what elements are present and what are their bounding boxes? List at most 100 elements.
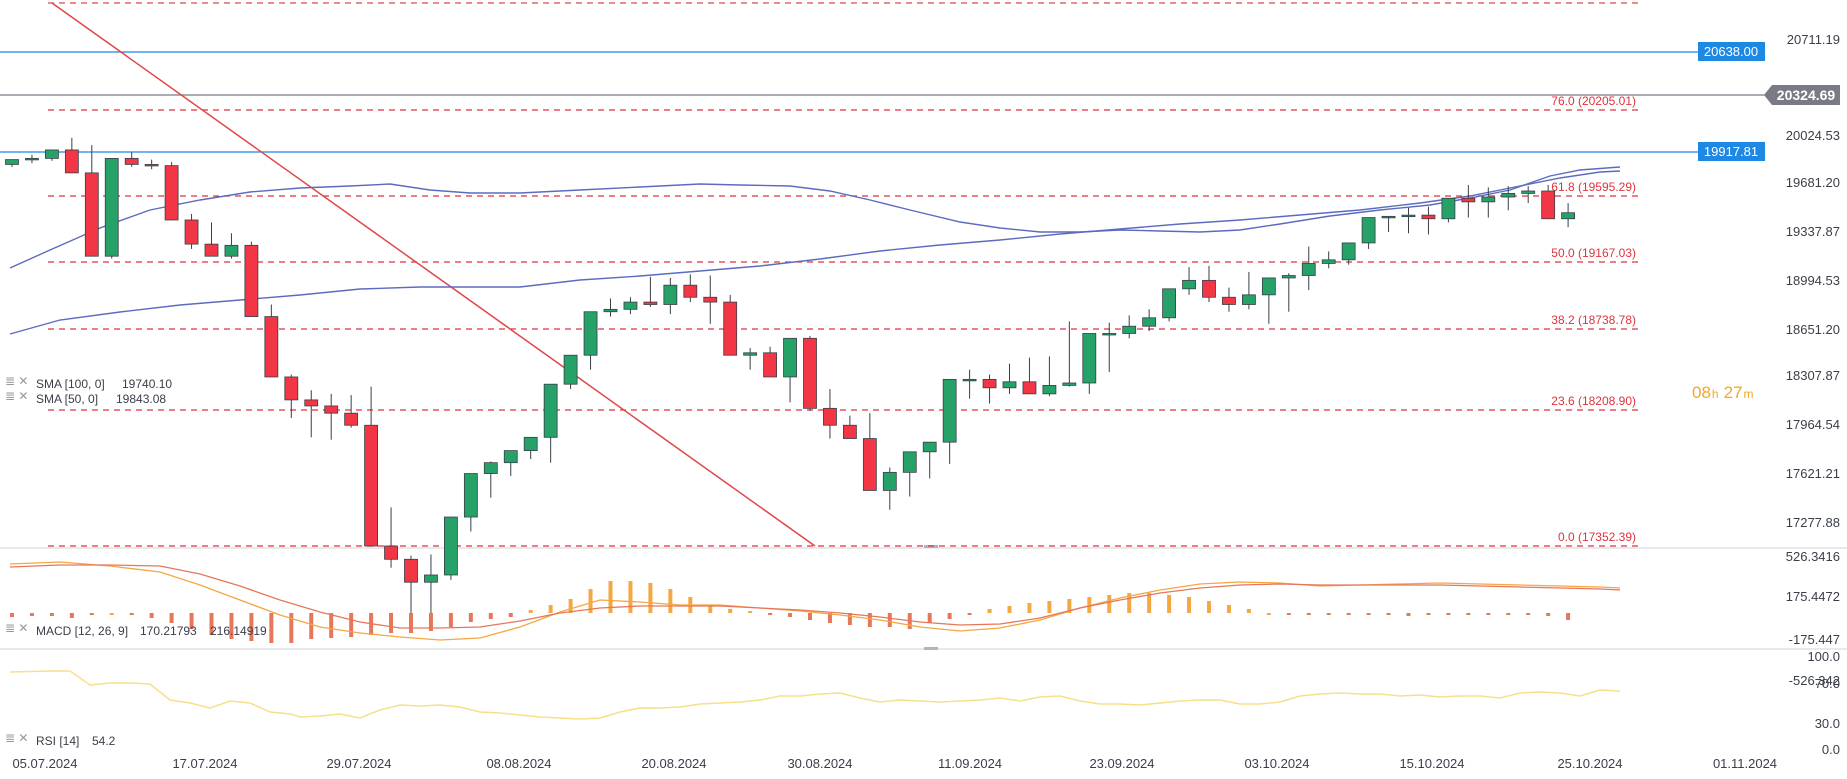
macd-legend-icon[interactable]: ≣ ✕ [5,621,28,635]
candle[interactable] [164,162,179,221]
candle[interactable] [1441,197,1456,223]
candle[interactable] [25,154,39,164]
candle[interactable] [563,354,578,390]
candle[interactable] [344,395,359,428]
sma100-legend[interactable]: ≣ ✕ SMA [100, 0] 19740.10 [5,374,172,391]
candle[interactable] [264,304,279,378]
candle[interactable] [1321,251,1336,269]
candle[interactable] [1281,273,1296,312]
candle[interactable] [1461,184,1476,218]
macd-legend[interactable]: ≣ ✕ MACD [12, 26, 9] 170.21793 216.14919 [5,621,267,638]
candle[interactable] [1182,267,1196,295]
macd-panel[interactable]: 526.3416 175.4472 -175.447 -526.342 [9,549,1840,688]
candle[interactable] [463,473,478,532]
fibonacci-retracement[interactable]: 76.0 (20205.01) 61.8 (19595.29) 50.0 (1916… [48,94,1642,547]
candle[interactable] [364,386,379,547]
candle[interactable] [1002,363,1017,394]
macd-histogram-bar [1127,593,1132,613]
candle[interactable] [663,277,678,315]
candle[interactable] [902,451,917,497]
candle[interactable] [184,213,199,249]
rsi-legend[interactable]: ≣ ✕ RSI [14] 54.2 [5,731,116,748]
price-level-20638[interactable]: 20638.00 [0,42,1765,61]
candle[interactable] [5,159,19,167]
candle[interactable] [1222,287,1236,312]
time-axis[interactable]: 05.07.2024 17.07.2024 29.07.2024 08.08.2024… [12,756,1777,771]
candle[interactable] [1082,333,1097,394]
candle[interactable] [803,335,817,411]
candle[interactable] [763,346,777,378]
candle[interactable] [1381,215,1396,233]
candle[interactable] [224,233,239,259]
candle[interactable] [204,222,219,257]
candle[interactable] [823,389,837,439]
candle[interactable] [284,374,299,419]
candle[interactable] [862,413,877,491]
candle[interactable] [324,393,339,440]
candle[interactable] [384,507,398,568]
candle[interactable] [1341,242,1356,265]
candle[interactable] [104,157,119,259]
candle[interactable] [623,297,638,315]
candle[interactable] [982,374,997,404]
candle[interactable] [144,159,159,170]
candle[interactable] [1162,288,1176,322]
candle[interactable] [1142,309,1157,332]
candle[interactable] [503,450,518,476]
candle[interactable] [1521,186,1536,204]
candlestick-series[interactable] [5,137,1575,629]
candle[interactable] [523,436,538,460]
candle[interactable] [962,369,977,399]
price-level-19917[interactable]: 19917.81 [0,142,1765,161]
candle[interactable] [1062,321,1077,387]
candle[interactable] [64,137,79,174]
rsi-legend-icon[interactable]: ≣ ✕ [5,731,28,745]
candle[interactable] [543,383,558,463]
candle[interactable] [304,390,319,438]
sma100-legend-icon[interactable]: ≣ ✕ [5,374,28,388]
candle[interactable] [1561,203,1575,228]
candle[interactable] [443,516,458,580]
current-price-badge[interactable]: 20324.69 [1764,85,1840,105]
candle[interactable] [1042,356,1057,397]
sma50-legend-icon[interactable]: ≣ ✕ [5,389,28,403]
candle[interactable] [45,149,59,161]
candle-body [124,157,139,165]
candle[interactable] [1102,322,1117,373]
candle[interactable] [882,467,897,510]
price-axis[interactable]: 20711.19 20024.53 19681.20 19337.87 18994.53… [1786,32,1840,530]
candle[interactable] [1242,271,1256,310]
rsi-panel[interactable]: 100.0 70.0 30.0 0.0 [9,649,1840,757]
candle[interactable] [743,347,758,370]
candle[interactable] [843,415,857,439]
candle[interactable] [783,337,797,403]
candle[interactable] [723,294,738,356]
candle[interactable] [683,274,698,303]
candle[interactable] [1541,184,1556,220]
candle[interactable] [404,555,418,626]
candle[interactable] [703,275,718,324]
candle[interactable] [1421,206,1436,235]
candle[interactable] [922,441,937,479]
candle[interactable] [244,241,259,317]
candle[interactable] [1261,277,1276,324]
candle[interactable] [84,145,99,257]
candle[interactable] [603,298,618,317]
candle[interactable] [583,311,598,370]
rsi-resize-handle[interactable] [924,647,938,650]
candle[interactable] [1301,246,1316,291]
candle[interactable] [643,276,658,307]
candle[interactable] [1122,315,1137,339]
downtrend-line[interactable] [51,2,816,547]
candle[interactable] [942,378,957,464]
candle[interactable] [1022,357,1037,395]
candle[interactable] [1361,217,1376,249]
candle[interactable] [1481,187,1496,218]
candle[interactable] [483,461,498,498]
candle[interactable] [1501,186,1516,211]
candle[interactable] [124,152,139,167]
candle[interactable] [1401,207,1416,234]
candle[interactable] [1202,265,1216,303]
sma50-legend[interactable]: ≣ ✕ SMA [50, 0] 19843.08 [5,389,166,406]
